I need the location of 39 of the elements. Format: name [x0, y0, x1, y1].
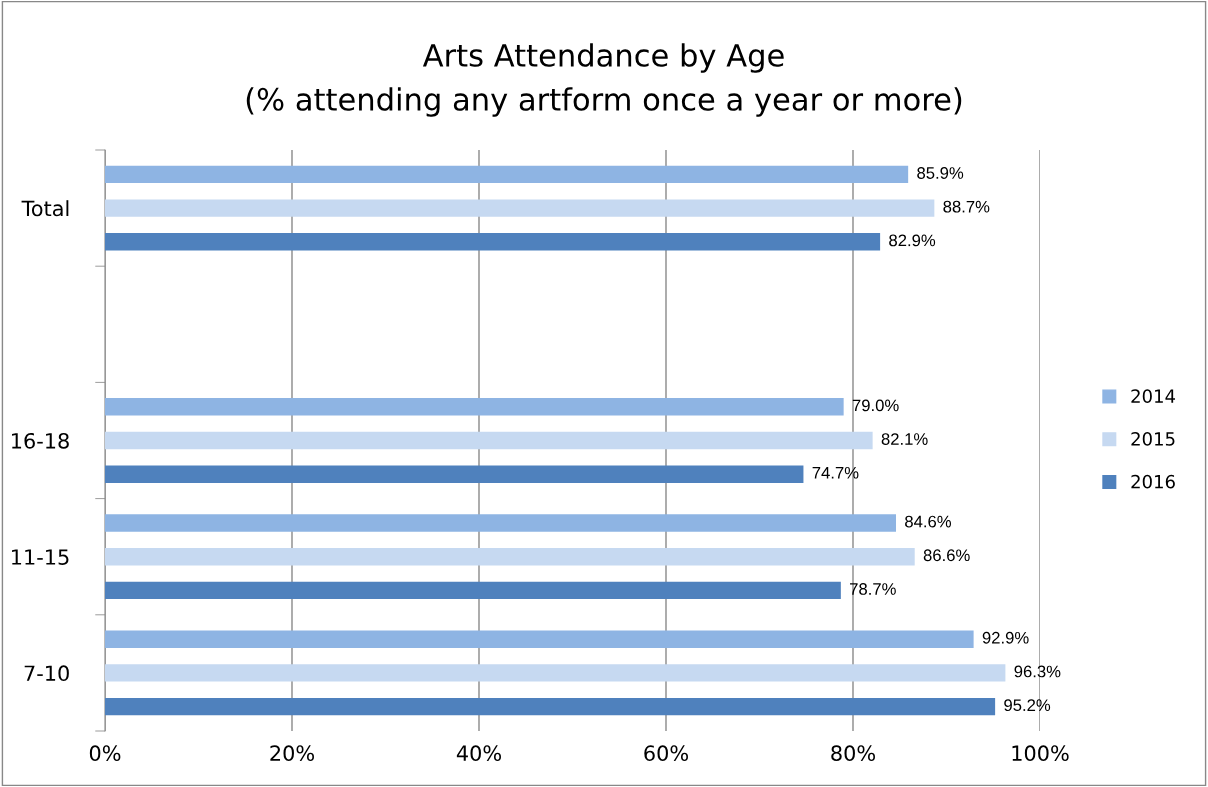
x-tick-label: 0%: [89, 745, 121, 762]
bar: [105, 431, 873, 450]
x-tick-label: 80%: [831, 745, 875, 762]
y-tick-label: 7-10: [24, 665, 69, 682]
chart-subtitle: (% attending any artform once a year or more): [246, 87, 962, 117]
data-label: 84.6%: [905, 515, 952, 528]
bar: [105, 165, 909, 184]
data-label: 74.7%: [812, 466, 859, 479]
legend-label: 2016: [1131, 474, 1175, 489]
data-label: 96.3%: [1014, 665, 1061, 678]
data-label: 88.7%: [943, 200, 990, 213]
x-tick-label: 60%: [644, 745, 688, 762]
data-label: 79.0%: [852, 399, 899, 412]
y-tick-label: 16-18: [12, 432, 69, 449]
data-label: 78.7%: [850, 583, 896, 595]
chart-title: Arts Attendance by Age: [422, 43, 784, 73]
data-label: 85.9%: [917, 167, 964, 179]
x-tick-label: 20%: [270, 745, 314, 762]
bar: [105, 697, 996, 716]
bar: [105, 581, 841, 600]
x-tick-label: 100%: [1012, 745, 1069, 762]
bar: [105, 398, 844, 416]
data-label: 95.2%: [1004, 699, 1051, 712]
bar: [105, 199, 935, 217]
data-label: 86.6%: [923, 549, 970, 562]
data-label: 82.9%: [889, 234, 936, 247]
bar: [105, 233, 881, 251]
data-label: 92.9%: [982, 631, 1029, 644]
y-tick-label: Total: [21, 200, 69, 217]
bar: [105, 630, 974, 648]
x-tick-label: 40%: [456, 745, 501, 762]
y-tick-label: 11-15: [12, 549, 69, 565]
bar: [105, 514, 897, 532]
bar: [105, 465, 804, 483]
data-label: 82.1%: [881, 433, 928, 445]
bar: [105, 664, 1006, 682]
bar: [105, 547, 915, 566]
legend-label: 2014: [1131, 389, 1176, 403]
legend-label: 2015: [1131, 432, 1175, 446]
